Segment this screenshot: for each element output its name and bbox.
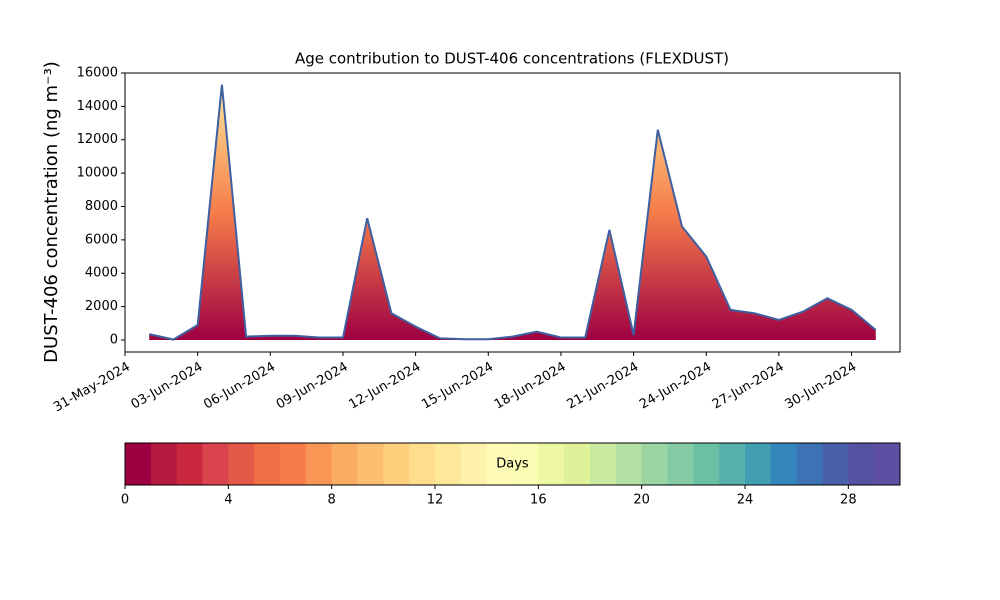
colorbar-band bbox=[383, 443, 410, 485]
x-tick-label: 21-Jun-2024 bbox=[565, 360, 642, 413]
area bbox=[149, 84, 876, 340]
y-tick-label: 14000 bbox=[77, 99, 118, 114]
colorbar-band bbox=[667, 443, 694, 485]
y-tick-label: 12000 bbox=[77, 132, 118, 147]
colorbar-band bbox=[150, 443, 178, 485]
colorbar-band bbox=[435, 443, 462, 485]
colorbar-tick-label: 24 bbox=[737, 493, 754, 508]
colorbar-label: Days bbox=[496, 457, 529, 472]
y-tick-label: 16000 bbox=[77, 66, 118, 81]
colorbar-band bbox=[331, 443, 358, 485]
colorbar-tick-label: 28 bbox=[840, 493, 857, 508]
y-tick-label: 4000 bbox=[85, 266, 118, 281]
colorbar-band bbox=[202, 443, 229, 485]
colorbar-band bbox=[176, 443, 203, 485]
y-tick-label: 10000 bbox=[77, 166, 118, 181]
y-tick-label: 2000 bbox=[85, 299, 118, 314]
colorbar-tick-label: 0 bbox=[121, 493, 129, 508]
x-tick-label: 24-Jun-2024 bbox=[637, 360, 714, 413]
x-tick-label: 27-Jun-2024 bbox=[710, 360, 787, 413]
colorbar-band bbox=[564, 443, 591, 485]
colorbar-band bbox=[641, 443, 668, 485]
colorbar-band bbox=[228, 443, 255, 485]
colorbar-band bbox=[254, 443, 281, 485]
x-tick-label: 31-May-2024 bbox=[51, 360, 133, 416]
colorbar-tick-label: 12 bbox=[427, 493, 444, 508]
line bbox=[148, 84, 877, 341]
colorbar-band bbox=[538, 443, 565, 485]
colorbar-tick-label: 8 bbox=[328, 493, 336, 508]
colorbar-band bbox=[615, 443, 643, 485]
colorbar-band bbox=[745, 443, 772, 485]
colorbar-frame bbox=[124, 442, 901, 486]
x-tick-label: 15-Jun-2024 bbox=[419, 360, 496, 413]
colorbar-tick-label: 20 bbox=[633, 493, 650, 508]
colorbar-band bbox=[796, 443, 823, 485]
colorbar-band bbox=[512, 443, 539, 485]
y-tick-label: 0 bbox=[110, 332, 118, 347]
colorbar-band bbox=[874, 443, 901, 485]
y-tick-label: 8000 bbox=[85, 199, 118, 214]
y-tick-label: 6000 bbox=[85, 232, 118, 247]
colorbar-band bbox=[357, 443, 384, 485]
x-tick-label: 18-Jun-2024 bbox=[492, 360, 569, 413]
colorbar-band bbox=[693, 443, 720, 485]
colorbar-band bbox=[848, 443, 875, 485]
colorbar-band bbox=[822, 443, 849, 485]
colorbar-band bbox=[409, 443, 436, 485]
colorbar-band bbox=[486, 443, 513, 485]
x-tick-label: 12-Jun-2024 bbox=[347, 360, 424, 413]
colorbar-band bbox=[770, 443, 798, 485]
y-axis-label: DUST-406 concentration (ng m⁻³) bbox=[41, 61, 62, 363]
colorbar-band bbox=[590, 443, 617, 485]
colorbar-tick-label: 4 bbox=[224, 493, 232, 508]
colorbar-band bbox=[125, 443, 152, 485]
x-tick-label: 30-Jun-2024 bbox=[782, 360, 859, 413]
x-tick-label: 09-Jun-2024 bbox=[274, 360, 351, 413]
plot-frame bbox=[124, 72, 901, 353]
x-tick-label: 06-Jun-2024 bbox=[201, 360, 278, 413]
chart-title: Age contribution to DUST-406 concentrati… bbox=[295, 50, 729, 68]
colorbar-band bbox=[280, 443, 307, 485]
colorbar-tick-label: 16 bbox=[530, 493, 547, 508]
x-tick-label: 03-Jun-2024 bbox=[129, 360, 206, 413]
colorbar-band bbox=[305, 443, 333, 485]
colorbar-band bbox=[719, 443, 746, 485]
colorbar-band bbox=[460, 443, 488, 485]
